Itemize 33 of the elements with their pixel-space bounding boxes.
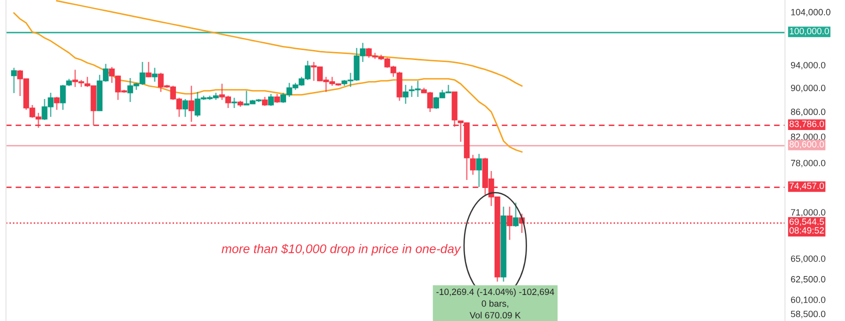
candlestick bbox=[268, 93, 274, 107]
candlestick bbox=[188, 85, 194, 122]
candlestick bbox=[402, 84, 408, 104]
candlestick bbox=[11, 67, 17, 94]
y-tick-label: 78,000.0 bbox=[791, 160, 826, 168]
candlestick bbox=[476, 153, 482, 188]
ref-line-label: 74,457.0 bbox=[790, 182, 824, 190]
y-tick-label: 58,500.0 bbox=[790, 310, 826, 318]
ref-line-label: 83,786.0 bbox=[790, 120, 824, 128]
line-series bbox=[13, 12, 523, 153]
candlestick bbox=[152, 67, 158, 82]
y-tick-label: 65,000.0 bbox=[791, 255, 826, 263]
ref-line-label: 69,544.5 08:49:52 bbox=[790, 218, 824, 234]
y-tick-label: 71,000.0 bbox=[791, 209, 826, 217]
candlestick bbox=[182, 98, 188, 118]
y-tick-label: 60,100.0 bbox=[791, 296, 826, 304]
y-tick-label: 86,000.0 bbox=[790, 108, 826, 116]
y-tick-label: 90,000.0 bbox=[790, 84, 826, 92]
candlestick bbox=[470, 154, 476, 176]
y-tick-label: 82,000.0 bbox=[790, 134, 826, 142]
candlestick bbox=[54, 96, 60, 110]
line-series bbox=[56, 0, 523, 87]
candlestick bbox=[146, 61, 152, 78]
candlestick bbox=[60, 84, 66, 110]
y-tick-label: 62,500.0 bbox=[791, 276, 826, 284]
ref-line-label: 100,000.0 bbox=[790, 28, 829, 36]
annotation: more than $10,000 drop in price in one-day bbox=[222, 244, 462, 256]
candlestick bbox=[512, 202, 519, 228]
y-tick-label: 94,000.0 bbox=[790, 62, 826, 70]
annotation: -10,269.4 (-14.04%) -102,694 0 bars, Vol 670.09 K bbox=[436, 288, 554, 318]
ref-line-label: 80,600.0 bbox=[790, 141, 824, 149]
y-tick-label: 104,000.0 bbox=[791, 8, 830, 16]
candlestick bbox=[231, 97, 238, 109]
